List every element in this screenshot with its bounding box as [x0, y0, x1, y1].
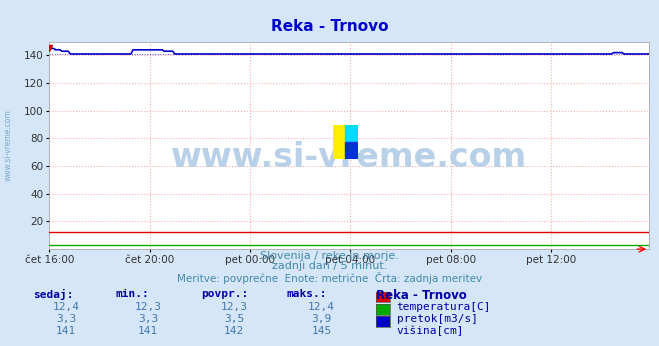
- Bar: [333, 125, 345, 159]
- Text: 145: 145: [312, 326, 331, 336]
- Text: zadnji dan / 5 minut.: zadnji dan / 5 minut.: [272, 261, 387, 271]
- Text: povpr.:: povpr.:: [201, 289, 248, 299]
- Text: maks.:: maks.:: [287, 289, 327, 299]
- Text: Meritve: povprečne  Enote: metrične  Črta: zadnja meritev: Meritve: povprečne Enote: metrične Črta:…: [177, 272, 482, 284]
- Text: Reka - Trnovo: Reka - Trnovo: [376, 289, 467, 302]
- Text: 12,3: 12,3: [221, 302, 247, 312]
- Text: 142: 142: [224, 326, 244, 336]
- Text: www.si-vreme.com: www.si-vreme.com: [171, 141, 527, 174]
- Text: 12,4: 12,4: [53, 302, 79, 312]
- Text: www.si-vreme.com: www.si-vreme.com: [3, 109, 13, 181]
- Bar: [345, 125, 358, 142]
- Text: temperatura[C]: temperatura[C]: [397, 302, 491, 312]
- Text: Slovenija / reke in morje.: Slovenija / reke in morje.: [260, 251, 399, 261]
- Text: 3,9: 3,9: [312, 314, 331, 324]
- Bar: [345, 142, 358, 159]
- Text: višina[cm]: višina[cm]: [397, 326, 464, 336]
- Text: 3,3: 3,3: [56, 314, 76, 324]
- Text: sedaj:: sedaj:: [33, 289, 73, 300]
- Text: 3,3: 3,3: [138, 314, 158, 324]
- Text: 141: 141: [56, 326, 76, 336]
- Text: 3,5: 3,5: [224, 314, 244, 324]
- Text: Reka - Trnovo: Reka - Trnovo: [271, 19, 388, 34]
- Text: 12,3: 12,3: [135, 302, 161, 312]
- Text: min.:: min.:: [115, 289, 149, 299]
- Text: pretok[m3/s]: pretok[m3/s]: [397, 314, 478, 324]
- Text: 141: 141: [138, 326, 158, 336]
- Text: 12,4: 12,4: [308, 302, 335, 312]
